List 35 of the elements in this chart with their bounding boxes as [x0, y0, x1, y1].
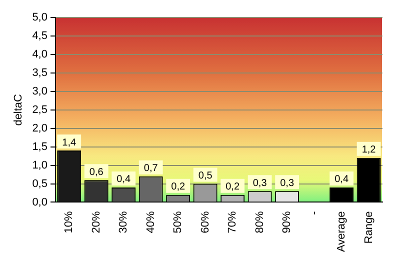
data-label: 0,2 — [226, 182, 240, 193]
data-label: 0,5 — [198, 170, 213, 182]
y-tick-label: 1,0 — [32, 159, 48, 172]
y-tick-label: 1,5 — [32, 140, 48, 153]
x-tick-label: 40% — [144, 211, 157, 234]
y-tick-label: 3,5 — [32, 67, 48, 80]
data-label: 0,3 — [252, 178, 268, 189]
y-axis-title: deltaC — [12, 94, 25, 126]
y-tick-label: 4,5 — [32, 30, 48, 42]
y-tick-label: 2,0 — [32, 122, 48, 134]
x-tick-label: 30% — [118, 211, 130, 234]
x-tick-label: - — [308, 210, 320, 215]
x-tick-label: Average — [336, 211, 348, 252]
x-tick-label: 70% — [226, 211, 239, 234]
x-tick-label: Range — [362, 211, 375, 244]
x-tick-label: 80% — [254, 211, 266, 234]
data-label: 1,2 — [362, 144, 376, 156]
y-tick-label: 2,5 — [32, 104, 48, 116]
x-tick-label: 90% — [281, 211, 294, 234]
y-tick-label: 0,0 — [32, 196, 48, 208]
y-tick-label: 3,0 — [32, 85, 48, 98]
data-label: 0,2 — [171, 182, 186, 193]
y-tick-label: 4,0 — [32, 48, 48, 61]
y-tick-label: 0,5 — [32, 178, 48, 190]
data-label: 0,6 — [89, 166, 104, 178]
y-tick-label: 5,0 — [32, 12, 48, 24]
data-label: 0,3 — [280, 178, 294, 189]
data-label: 1,4 — [62, 137, 76, 148]
x-tick-label: 20% — [90, 211, 102, 234]
data-label: 0,7 — [144, 163, 158, 174]
x-tick-label: 50% — [172, 211, 184, 234]
x-tick-label: 10% — [63, 211, 76, 234]
x-tick-label: 60% — [199, 211, 212, 234]
data-label: 0,4 — [116, 174, 131, 186]
data-label: 0,4 — [334, 174, 349, 186]
